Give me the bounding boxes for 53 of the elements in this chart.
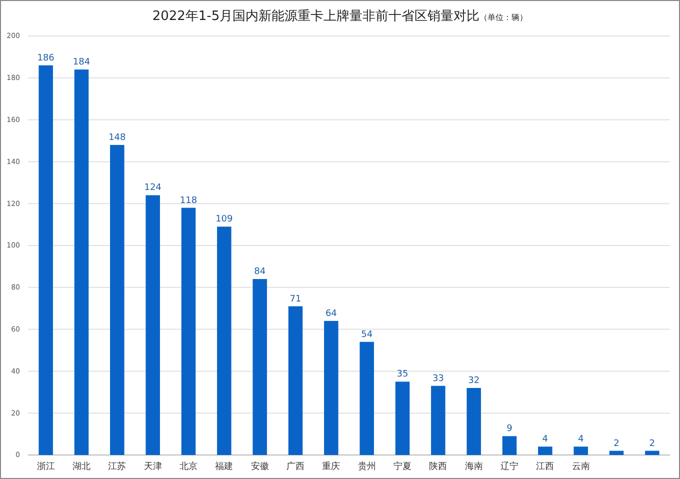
bar xyxy=(110,144,124,455)
x-tick-label: 海南 xyxy=(464,461,483,472)
data-label: 186 xyxy=(37,53,55,64)
x-tick-label: 江西 xyxy=(536,461,554,472)
data-label: 84 xyxy=(254,267,266,278)
bar xyxy=(645,450,660,455)
x-tick-label: 陕西 xyxy=(429,461,448,472)
bar xyxy=(74,70,89,455)
bar xyxy=(466,388,481,455)
data-label: 4 xyxy=(542,434,548,445)
x-tick-label: 浙江 xyxy=(36,461,55,472)
data-label: 4 xyxy=(578,434,584,445)
x-tick-label: 湖北 xyxy=(72,461,90,472)
bar xyxy=(538,446,552,455)
bar xyxy=(217,226,232,455)
x-tick-label: 广西 xyxy=(286,461,304,472)
chart-subtitle: （单位：辆） xyxy=(480,13,528,22)
data-label: 33 xyxy=(432,374,444,384)
bar xyxy=(38,65,53,455)
x-tick-label: 重庆 xyxy=(322,461,340,472)
x-tick-label: 宁夏 xyxy=(394,461,412,472)
x-tick-label: 江苏 xyxy=(108,461,126,472)
bar xyxy=(181,208,196,455)
bar xyxy=(502,436,517,455)
x-tick-label: 福建 xyxy=(215,461,234,472)
bar xyxy=(609,450,624,455)
data-label: 109 xyxy=(216,214,234,225)
bar xyxy=(324,320,338,455)
x-tick-label: 天津 xyxy=(144,461,162,472)
data-label: 71 xyxy=(290,294,302,304)
data-label: 2 xyxy=(649,438,656,449)
x-tick-label: 安徽 xyxy=(250,461,269,472)
bar xyxy=(395,382,410,455)
data-label: 64 xyxy=(325,308,338,319)
data-label: 184 xyxy=(72,58,90,68)
bar xyxy=(574,446,588,455)
data-label: 54 xyxy=(361,330,373,340)
data-label: 35 xyxy=(396,370,408,380)
bar xyxy=(252,279,267,455)
bar xyxy=(146,195,160,455)
x-tick-label: 贵州 xyxy=(358,461,376,472)
x-tick-label: 辽宁 xyxy=(500,461,518,472)
data-label: 2 xyxy=(614,438,620,449)
data-label: 9 xyxy=(506,424,513,434)
bar xyxy=(431,386,446,455)
data-label: 124 xyxy=(144,183,162,194)
bar xyxy=(288,306,303,455)
x-tick-label: 北京 xyxy=(180,461,198,472)
data-label: 118 xyxy=(180,196,198,206)
data-label: 32 xyxy=(468,376,480,386)
data-label: 148 xyxy=(108,132,126,143)
x-tick-label: 云南 xyxy=(572,461,590,472)
bar xyxy=(360,342,374,455)
